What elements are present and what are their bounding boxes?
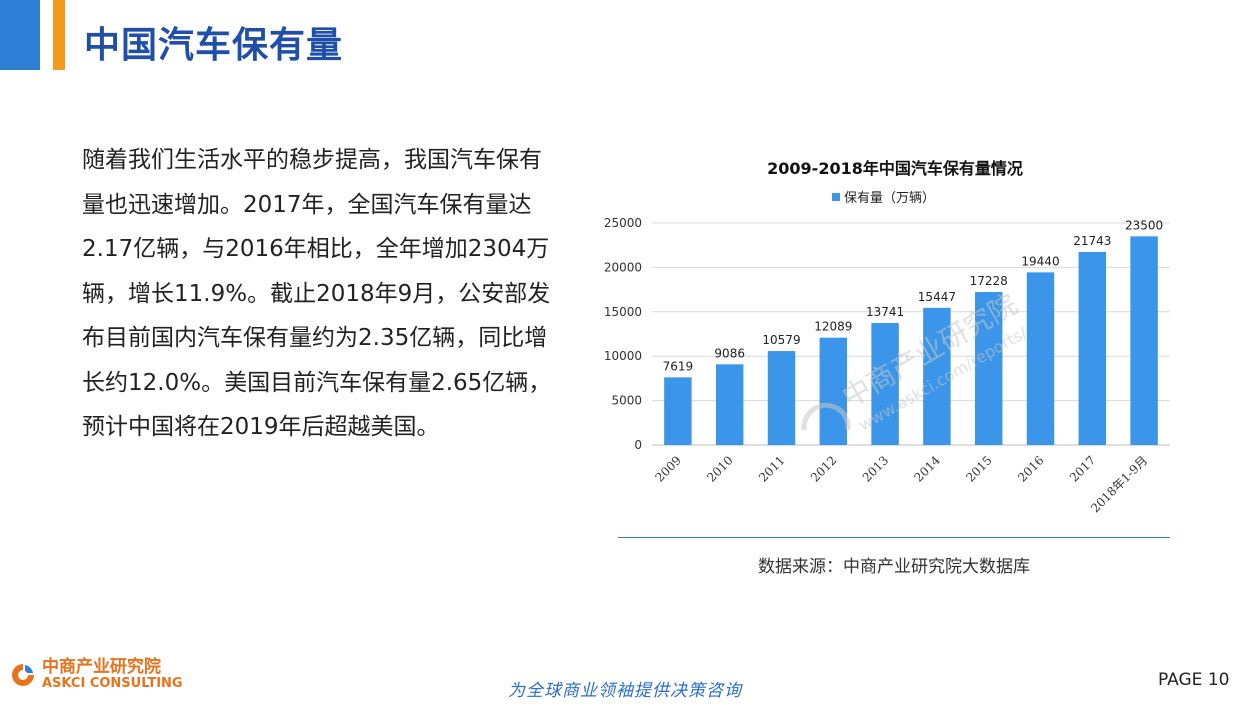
y-tick-label: 25000 [604, 216, 642, 230]
footer-logo: 中商产业研究院 ASKCI CONSULTING [10, 658, 183, 691]
y-tick-label: 15000 [604, 305, 642, 319]
data-label: 13741 [866, 305, 904, 319]
body-paragraph: 随着我们生活水平的稳步提高，我国汽车保有量也迅速增加。2017年，全国汽车保有量… [82, 147, 552, 440]
data-label: 17228 [970, 274, 1008, 288]
data-label: 23500 [1125, 218, 1163, 232]
bar [767, 351, 796, 445]
legend-label: 保有量（万辆） [844, 191, 936, 206]
y-tick-label: 20000 [604, 260, 642, 274]
bar [871, 322, 899, 445]
bar [1026, 272, 1055, 445]
x-tick-label: 2014 [912, 453, 944, 485]
x-tick-label: 2017 [1067, 453, 1098, 484]
footer-slogan: 为全球商业领袖提供决策咨询 [508, 681, 742, 701]
x-tick-label: 2010 [704, 453, 735, 484]
askci-logo-icon [12, 663, 34, 686]
y-tick-label: 10000 [604, 349, 642, 363]
x-tick-label: 2016 [1015, 453, 1046, 484]
chart-legend: 保有量（万辆） [832, 187, 935, 206]
bar [1078, 251, 1107, 445]
data-label: 19440 [1021, 254, 1059, 268]
y-tick-label: 5000 [611, 394, 642, 408]
x-tick-label: 2012 [808, 453, 839, 484]
legend-swatch [832, 192, 840, 201]
data-label: 9086 [714, 346, 745, 360]
bar [664, 377, 692, 445]
header-accent-blue [0, 0, 40, 70]
x-tick-label: 2009 [653, 453, 684, 484]
y-tick-label: 0 [634, 438, 642, 452]
bar [819, 337, 848, 445]
bar [1130, 236, 1158, 445]
data-label: 10579 [762, 333, 800, 347]
logo-en-text: ASKCI CONSULTING [42, 676, 183, 691]
data-label: 12089 [814, 320, 852, 334]
data-label: 15447 [918, 290, 956, 304]
x-tick-label: 2013 [860, 453, 891, 484]
data-label: 7619 [663, 359, 694, 373]
x-tick-label: 2015 [963, 453, 994, 484]
bar [923, 307, 951, 445]
logo-cn-text: 中商产业研究院 [42, 657, 161, 677]
header-accent-orange [53, 0, 65, 70]
data-label: 21743 [1073, 234, 1111, 248]
bar [974, 292, 1003, 445]
x-tick-label: 2011 [756, 453, 787, 484]
bar [715, 364, 744, 445]
chart-title: 2009-2018年中国汽车保有量情况 [767, 159, 1023, 178]
source-divider [618, 537, 1170, 538]
page-number: PAGE 10 [1158, 670, 1230, 690]
data-source: 数据来源：中商产业研究院大数据库 [758, 557, 1030, 577]
page-title: 中国汽车保有量 [84, 25, 344, 66]
bar-chart: 0 5000 10000 15000 20000 25000 7619 2009 9086 201… [604, 216, 1170, 515]
